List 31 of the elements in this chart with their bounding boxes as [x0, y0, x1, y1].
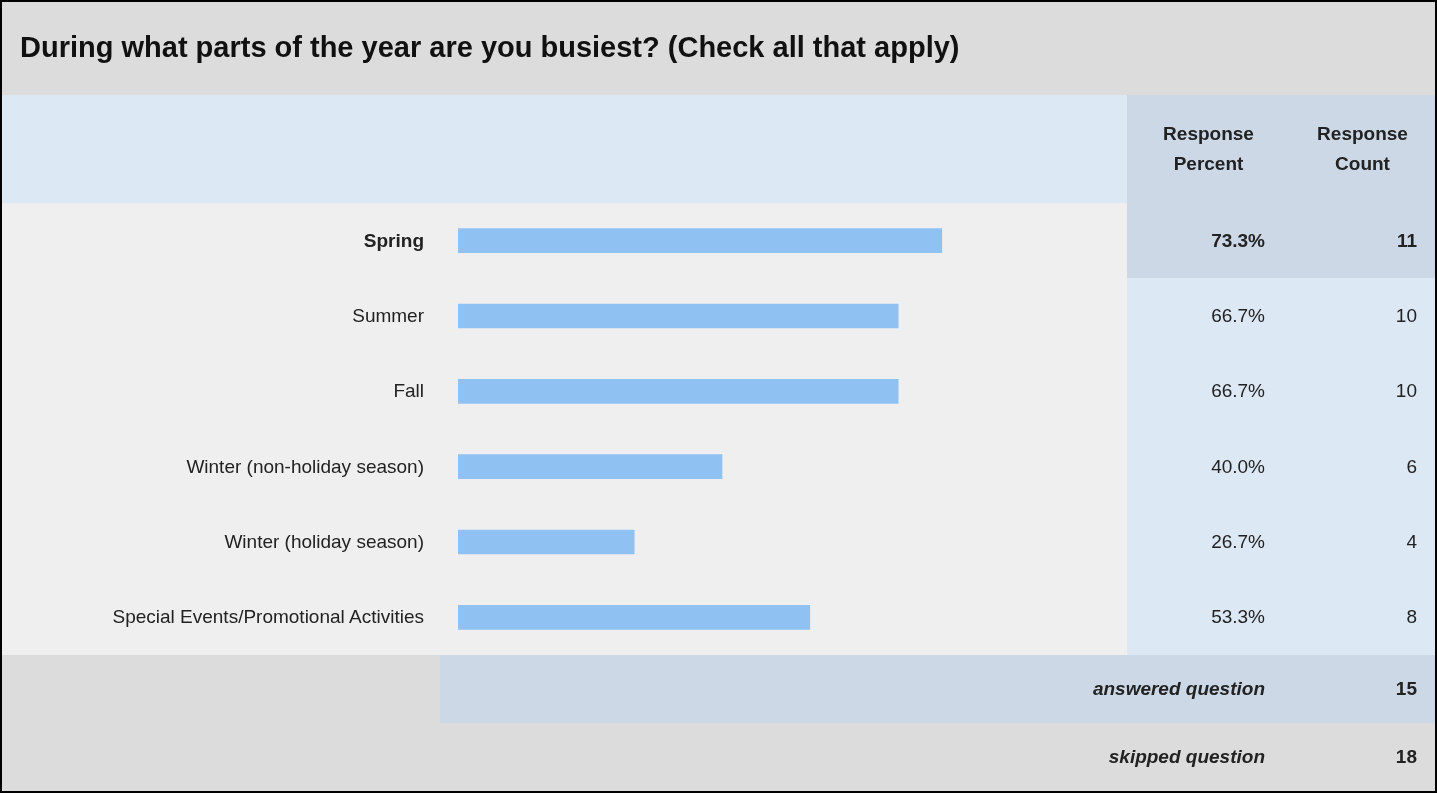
data-label: 26.7% — [1210, 530, 1265, 554]
y-tick-label: Winter (non-holiday season) — [185, 454, 425, 479]
text: 8 — [1405, 605, 1417, 630]
bar — [458, 605, 811, 630]
bar — [458, 529, 635, 555]
text: 11 — [1395, 228, 1417, 253]
text: Response Count — [1316, 122, 1409, 176]
data-label: 66.7% — [1210, 304, 1265, 328]
text: answered question — [1091, 677, 1265, 701]
text: 18 — [1394, 745, 1417, 769]
y-tick-label: Fall — [392, 379, 425, 404]
y-tick-label: Winter (holiday season) — [223, 530, 425, 554]
chart-title: During what parts of the year are you busiest? (Check all that apply) — [20, 30, 961, 65]
bar — [458, 228, 943, 253]
data-label: 40.0% — [1210, 454, 1265, 479]
text: 10 — [1394, 379, 1417, 404]
bar — [458, 379, 899, 404]
text: 10 — [1394, 304, 1417, 328]
y-tick-label: Spring — [362, 228, 425, 253]
data-label: 73.3% — [1210, 228, 1265, 253]
text: 15 — [1394, 677, 1417, 701]
text: skipped question — [1107, 745, 1265, 769]
text: Response Percent — [1162, 122, 1255, 176]
y-tick-label: Summer — [351, 304, 425, 328]
text: 6 — [1405, 454, 1417, 479]
y-tick-label: Special Events/Promotional Activities — [111, 605, 425, 630]
bar — [458, 454, 723, 479]
bar — [458, 303, 899, 329]
data-label: 66.7% — [1210, 379, 1265, 404]
text: 4 — [1405, 530, 1417, 554]
data-label: 53.3% — [1210, 605, 1265, 630]
